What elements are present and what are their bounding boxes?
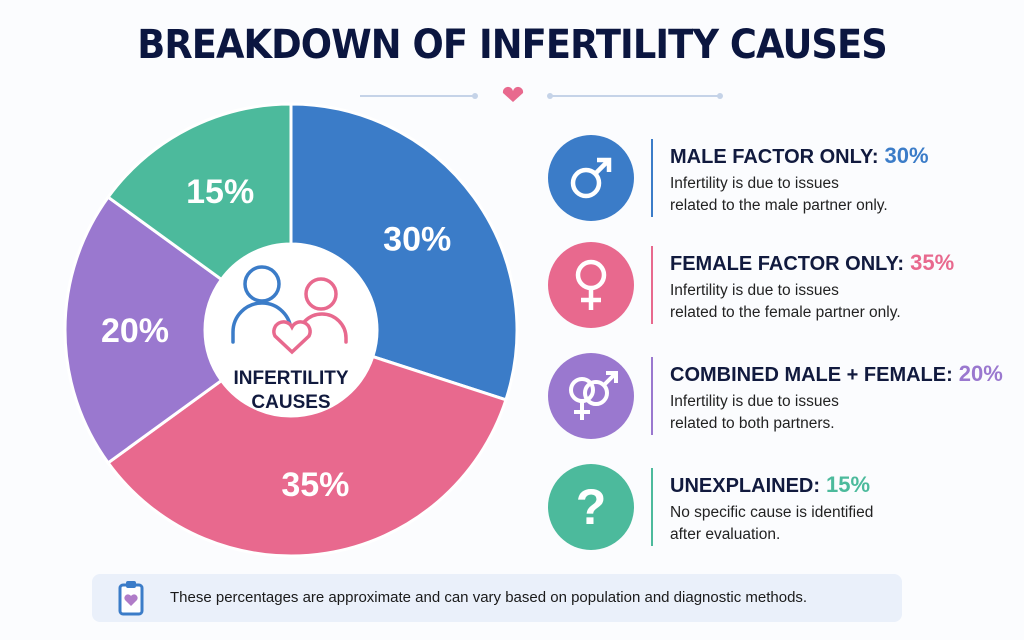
legend-description: Infertility is due to issues related to b… xyxy=(670,391,970,435)
legend-description-line1: Infertility is due to issues xyxy=(670,175,839,192)
legend-heading: MALE FACTOR ONLY: 30% xyxy=(670,143,929,169)
slice-label-2: 35% xyxy=(281,466,349,504)
legend-heading-text: UNEXPLAINED: xyxy=(670,475,821,497)
page-title: BREAKDOWN OF INFERTILITY CAUSES xyxy=(137,22,888,68)
legend-description-line2: related to the male partner only. xyxy=(670,197,888,214)
clipboard-heart-icon xyxy=(118,581,144,616)
legend-description-line1: Infertility is due to issues xyxy=(670,282,839,299)
female-symbol-icon xyxy=(548,242,634,328)
legend-item-female: FEMALE FACTOR ONLY: 35% Infertility is du… xyxy=(548,242,1018,332)
legend-item-combined: COMBINED MALE + FEMALE: 20% Infertility i… xyxy=(548,353,1018,443)
center-label-line2: CAUSES xyxy=(251,392,330,413)
heart-icon xyxy=(502,86,524,102)
legend-heading: UNEXPLAINED: 15% xyxy=(670,472,870,498)
legend-heading-text: FEMALE FACTOR ONLY: xyxy=(670,253,905,275)
legend-percent: 35% xyxy=(910,250,955,275)
question-mark-icon: ? xyxy=(548,464,634,550)
legend-item-unexplained: ? UNEXPLAINED: 15% No specific cause is i… xyxy=(548,464,1018,554)
legend-accent-bar xyxy=(651,246,653,324)
legend-description: No specific cause is identified after eva… xyxy=(670,502,970,546)
male-female-symbol-icon xyxy=(548,353,634,439)
legend-item-male: MALE FACTOR ONLY: 30% Infertility is due … xyxy=(548,135,1018,225)
legend-percent: 20% xyxy=(958,361,1003,386)
title-divider xyxy=(360,86,723,102)
legend-heading: FEMALE FACTOR ONLY: 35% xyxy=(670,250,954,276)
slice-label-3: 20% xyxy=(101,312,169,350)
legend-accent-bar xyxy=(651,139,653,217)
legend-heading-text: MALE FACTOR ONLY: xyxy=(670,146,879,168)
couple-icon xyxy=(231,265,348,355)
legend-accent-bar xyxy=(651,357,653,435)
footnote-text: These percentages are approximate and ca… xyxy=(170,589,808,606)
donut-chart: INFERTILITY CAUSES 30% 35% 20% 15% xyxy=(63,102,519,558)
slice-label-4: 15% xyxy=(186,173,254,211)
legend-description-line2: related to both partners. xyxy=(670,415,835,432)
legend-description-line1: No specific cause is identified xyxy=(670,504,874,521)
legend-heading: COMBINED MALE + FEMALE: 20% xyxy=(670,361,1003,387)
legend-accent-bar xyxy=(651,468,653,546)
legend-heading-text: COMBINED MALE + FEMALE: xyxy=(670,364,953,386)
legend-description: Infertility is due to issues related to t… xyxy=(670,280,970,324)
legend-description: Infertility is due to issues related to t… xyxy=(670,173,970,217)
legend-percent: 30% xyxy=(884,143,929,168)
legend-description-line2: after evaluation. xyxy=(670,526,781,543)
footnote-box: These percentages are approximate and ca… xyxy=(92,574,902,622)
legend-description-line2: related to the female partner only. xyxy=(670,304,901,321)
legend-description-line1: Infertility is due to issues xyxy=(670,393,839,410)
slice-label-1: 30% xyxy=(383,220,451,258)
center-label-line1: INFERTILITY xyxy=(233,368,348,389)
legend-percent: 15% xyxy=(826,472,871,497)
male-symbol-icon xyxy=(548,135,634,221)
